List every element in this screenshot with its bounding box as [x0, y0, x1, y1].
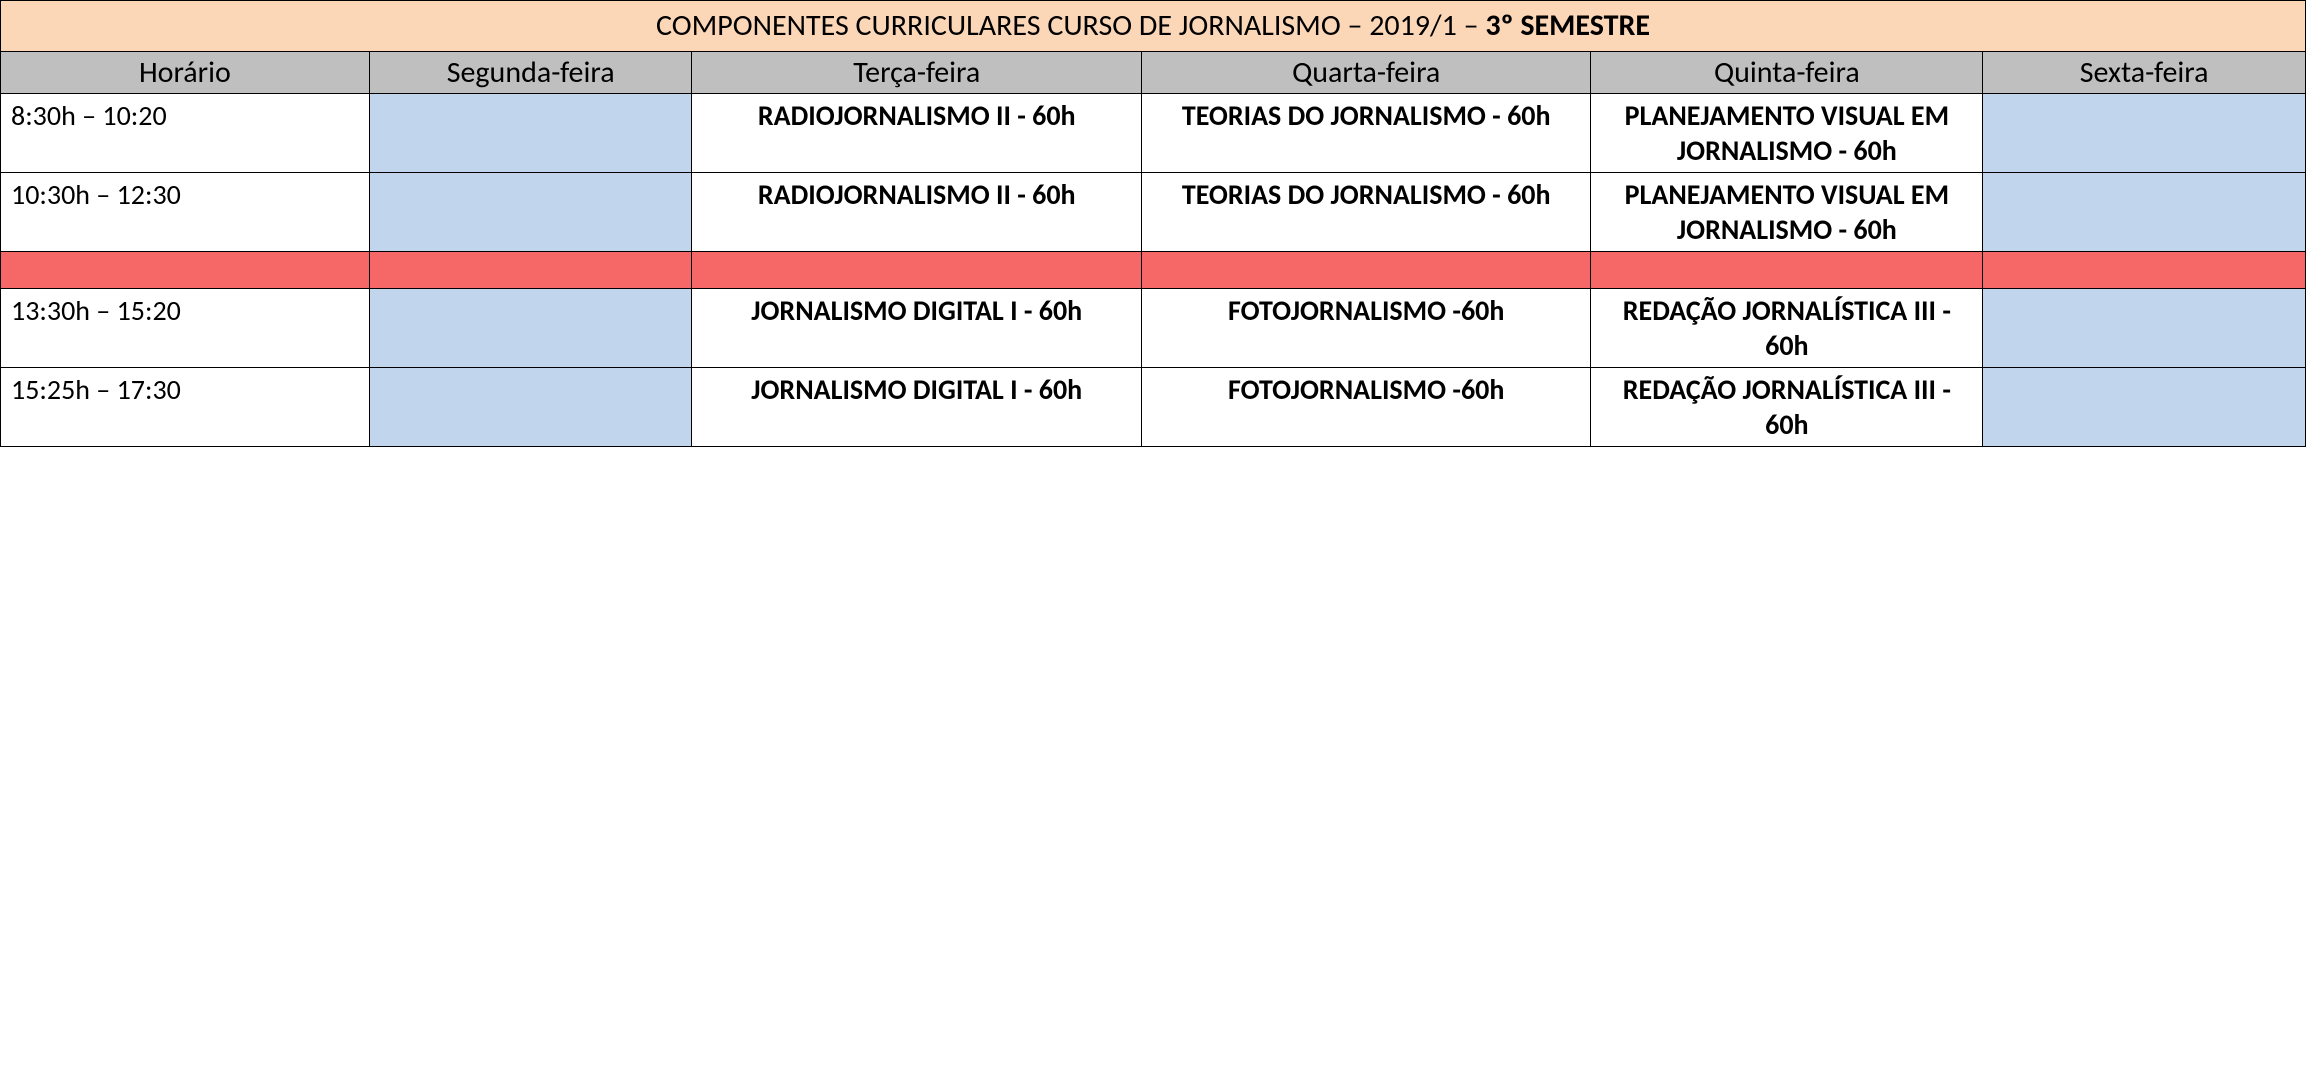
table-row: 10:30h – 12:30 RADIOJORNALISMO II - 60h …: [1, 173, 2306, 252]
empty-cell: [1983, 173, 2306, 252]
empty-cell: [369, 289, 692, 368]
time-slot: 8:30h – 10:20: [1, 94, 370, 173]
empty-cell: [1983, 289, 2306, 368]
class-cell: FOTOJORNALISMO -60h: [1141, 289, 1590, 368]
time-slot: 10:30h – 12:30: [1, 173, 370, 252]
break-cell: [1983, 252, 2306, 289]
class-cell: JORNALISMO DIGITAL I - 60h: [692, 368, 1141, 447]
empty-cell: [369, 368, 692, 447]
title-row: COMPONENTES CURRICULARES CURSO DE JORNAL…: [1, 1, 2306, 52]
header-segunda: Segunda-feira: [369, 51, 692, 94]
page-title: COMPONENTES CURRICULARES CURSO DE JORNAL…: [1, 1, 2306, 52]
time-slot: 15:25h – 17:30: [1, 368, 370, 447]
class-cell: JORNALISMO DIGITAL I - 60h: [692, 289, 1141, 368]
class-cell: FOTOJORNALISMO -60h: [1141, 368, 1590, 447]
class-cell: PLANEJAMENTO VISUAL EM JORNALISMO - 60h: [1591, 173, 1983, 252]
empty-cell: [1983, 368, 2306, 447]
break-cell: [692, 252, 1141, 289]
schedule-table: COMPONENTES CURRICULARES CURSO DE JORNAL…: [0, 0, 2306, 447]
break-row: [1, 252, 2306, 289]
class-cell: TEORIAS DO JORNALISMO - 60h: [1141, 173, 1590, 252]
header-horario: Horário: [1, 51, 370, 94]
class-cell: PLANEJAMENTO VISUAL EM JORNALISMO - 60h: [1591, 94, 1983, 173]
break-cell: [1591, 252, 1983, 289]
break-cell: [1141, 252, 1590, 289]
title-bold: 3º SEMESTRE: [1485, 7, 1650, 44]
time-slot: 13:30h – 15:20: [1, 289, 370, 368]
table-row: 8:30h – 10:20 RADIOJORNALISMO II - 60h T…: [1, 94, 2306, 173]
empty-cell: [369, 173, 692, 252]
class-cell: RADIOJORNALISMO II - 60h: [692, 94, 1141, 173]
header-terca: Terça-feira: [692, 51, 1141, 94]
table-row: 13:30h – 15:20 JORNALISMO DIGITAL I - 60…: [1, 289, 2306, 368]
class-cell: REDAÇÃO JORNALÍSTICA III - 60h: [1591, 368, 1983, 447]
empty-cell: [1983, 94, 2306, 173]
break-cell: [369, 252, 692, 289]
class-cell: RADIOJORNALISMO II - 60h: [692, 173, 1141, 252]
header-quarta: Quarta-feira: [1141, 51, 1590, 94]
break-cell: [1, 252, 370, 289]
title-prefix: COMPONENTES CURRICULARES CURSO DE JORNAL…: [656, 7, 1485, 44]
table-row: 15:25h – 17:30 JORNALISMO DIGITAL I - 60…: [1, 368, 2306, 447]
class-cell: TEORIAS DO JORNALISMO - 60h: [1141, 94, 1590, 173]
empty-cell: [369, 94, 692, 173]
header-row: Horário Segunda-feira Terça-feira Quarta…: [1, 51, 2306, 94]
header-quinta: Quinta-feira: [1591, 51, 1983, 94]
class-cell: REDAÇÃO JORNALÍSTICA III - 60h: [1591, 289, 1983, 368]
header-sexta: Sexta-feira: [1983, 51, 2306, 94]
